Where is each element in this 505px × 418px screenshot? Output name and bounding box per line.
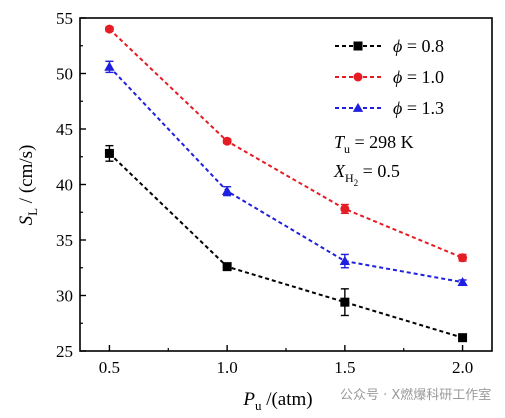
x-tick-label-0.5: 0.5 — [99, 358, 120, 377]
y-tick-label-50: 50 — [56, 65, 73, 84]
x-tick-label-2.0: 2.0 — [452, 358, 473, 377]
x-axis-title: Pu /(atm) — [242, 389, 312, 413]
data-point — [458, 333, 468, 343]
legend-marker-0 — [353, 41, 363, 51]
legend-label-1: ϕ = 1.0 — [393, 67, 444, 87]
y-tick-label-35: 35 — [56, 231, 73, 250]
data-point — [104, 148, 114, 158]
data-point — [222, 136, 232, 146]
data-point — [104, 24, 114, 34]
legend-marker-2 — [352, 102, 364, 112]
legend-label-2: ϕ = 1.3 — [393, 98, 444, 118]
legend-marker-1 — [353, 72, 363, 82]
legend: ϕ = 0.8 ϕ = 1.0 ϕ = 1.3 — [335, 36, 444, 118]
series-line-2 — [108, 66, 463, 284]
series-line-0 — [108, 152, 463, 339]
data-point — [340, 204, 350, 214]
x-tick-label-1.0: 1.0 — [217, 358, 238, 377]
y-axis-title: SL / (cm/s) — [16, 145, 40, 226]
y-tick-label-55: 55 — [56, 9, 73, 28]
y-tick-label-25: 25 — [56, 342, 73, 361]
x-tick-label-1.5: 1.5 — [334, 358, 355, 377]
y-tick-label-45: 45 — [56, 120, 73, 139]
annotation-hydrogen-fraction: XH2 = 0.5 — [333, 161, 400, 188]
data-point — [340, 297, 350, 307]
data-point — [221, 185, 233, 196]
watermark-text: 公众号 · X燃爆科研工作室 — [340, 388, 492, 403]
y-tick-label-40: 40 — [56, 176, 73, 195]
data-point — [104, 61, 115, 71]
plot-area: 25 30 35 40 45 50 55 0.5 1.0 1.5 2.0 — [56, 9, 493, 377]
data-point — [339, 255, 351, 265]
annotation-temperature: Tu = 298 K — [334, 132, 414, 156]
data-point — [457, 277, 468, 287]
legend-label-0: ϕ = 0.8 — [393, 36, 444, 56]
data-point — [222, 262, 232, 272]
data-point — [458, 253, 468, 263]
y-tick-label-30: 30 — [56, 287, 73, 306]
